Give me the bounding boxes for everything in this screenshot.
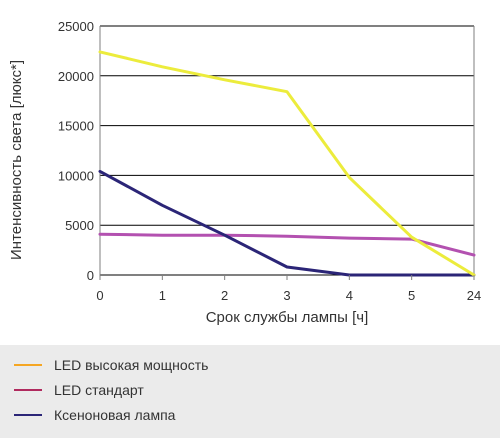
legend-label-led-standard: LED стандарт — [54, 382, 144, 398]
y-tick-label-10000: 10000 — [58, 168, 94, 183]
x-tick-label-1: 1 — [159, 288, 166, 303]
legend-swatch-xenon-lamp — [14, 414, 42, 416]
y-tick-labels: 0 5000 10000 15000 20000 25000 — [58, 19, 94, 283]
legend-swatch-led-standard — [14, 389, 42, 391]
x-tick-label-4: 4 — [346, 288, 353, 303]
x-tick-label-2: 2 — [221, 288, 228, 303]
y-tick-label-25000: 25000 — [58, 19, 94, 34]
series-line-led-standard — [98, 232, 476, 257]
y-tick-label-15000: 15000 — [58, 119, 94, 134]
y-axis-title: Интенсивность света [люкс*] — [8, 60, 25, 260]
series-lines — [98, 50, 476, 277]
x-tick-label-24: 24 — [467, 288, 481, 303]
series-line-led-high-power — [98, 50, 476, 277]
legend: LED высокая мощность LED стандарт Ксенон… — [0, 345, 500, 438]
y-tick-label-0: 0 — [87, 268, 94, 283]
x-tick-labels: 0 1 2 3 4 5 24 — [96, 275, 481, 303]
legend-item-led-high-power: LED высокая мощность — [14, 355, 208, 375]
y-tick-label-5000: 5000 — [65, 218, 94, 233]
legend-label-led-high-power: LED высокая мощность — [54, 357, 209, 373]
y-tick-label-20000: 20000 — [58, 69, 94, 84]
legend-item-led-standard: LED стандарт — [14, 380, 144, 400]
x-tick-label-0: 0 — [96, 288, 103, 303]
line-chart: 0 5000 10000 15000 20000 25000 0 1 2 3 4 5 24 Срок … — [8, 19, 481, 326]
legend-item-xenon-lamp: Ксеноновая лампа — [14, 405, 175, 425]
x-tick-label-3: 3 — [283, 288, 290, 303]
series-line-xenon-lamp — [98, 169, 476, 277]
x-tick-label-5: 5 — [408, 288, 415, 303]
legend-label-xenon-lamp: Ксеноновая лампа — [54, 407, 176, 423]
legend-swatch-led-high-power — [14, 364, 42, 366]
x-axis-title: Срок службы лампы [ч] — [206, 309, 369, 326]
